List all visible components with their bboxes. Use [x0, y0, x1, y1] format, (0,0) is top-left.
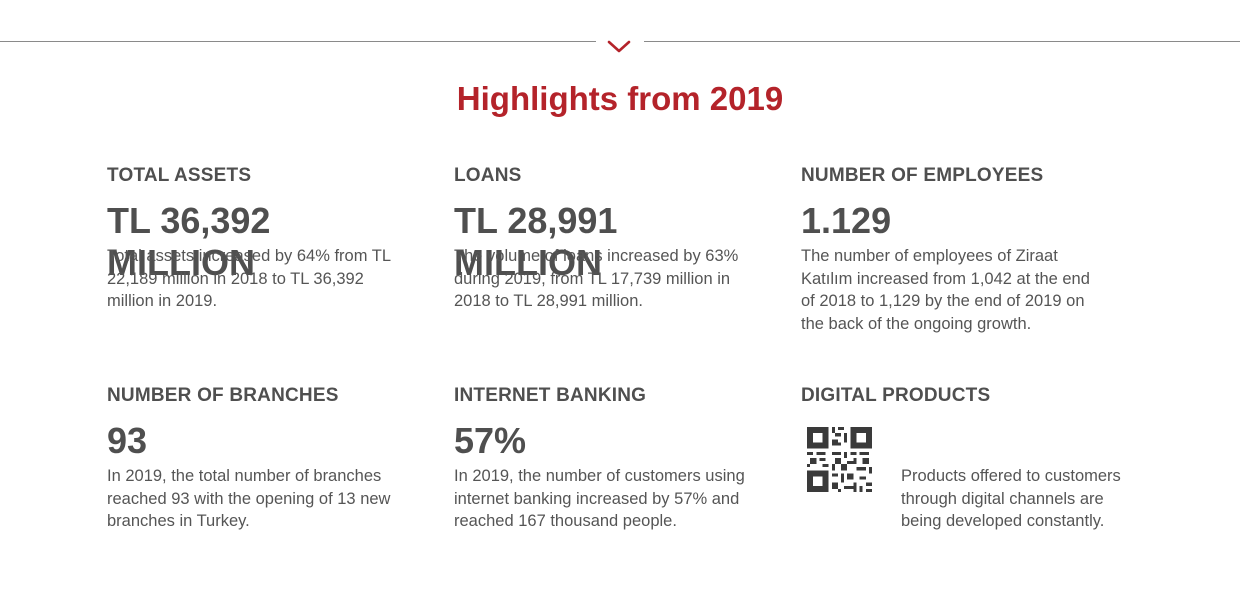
highlight-description: The volume of loans increased by 63% dur…: [454, 247, 739, 310]
highlight-description: Total assets increased by 64% from TL 22…: [107, 247, 391, 310]
page-title: Highlights from 2019: [456, 80, 784, 117]
highlight-value: 1.129: [801, 200, 892, 241]
highlight-label: INTERNET BANKING: [454, 385, 647, 406]
divider-line-right: [644, 41, 1240, 42]
highlight-label: LOANS: [454, 165, 522, 186]
highlight-label: TOTAL ASSETS: [107, 165, 252, 186]
highlight-description: Products offered to customers through di…: [901, 467, 1121, 530]
highlight-label: DIGITAL PRODUCTS: [801, 385, 991, 406]
highlight-value: 57%: [454, 420, 527, 461]
qr-code-icon[interactable]: [807, 427, 872, 492]
highlight-description: In 2019, the number of customers using i…: [454, 467, 745, 530]
highlight-label: NUMBER OF BRANCHES: [107, 385, 339, 406]
highlight-value: TL 28,991 MILLION: [454, 200, 618, 283]
highlight-label: NUMBER OF EMPLOYEES: [801, 165, 1044, 186]
highlight-description: The number of employees of Ziraat Katılı…: [801, 247, 1090, 333]
highlight-value: 93: [107, 420, 148, 461]
highlight-value: TL 36,392 MILLION: [107, 200, 271, 283]
chevron-down-icon: [607, 40, 631, 53]
highlight-description: In 2019, the total number of branches re…: [107, 467, 391, 530]
divider-line-left: [0, 41, 596, 42]
